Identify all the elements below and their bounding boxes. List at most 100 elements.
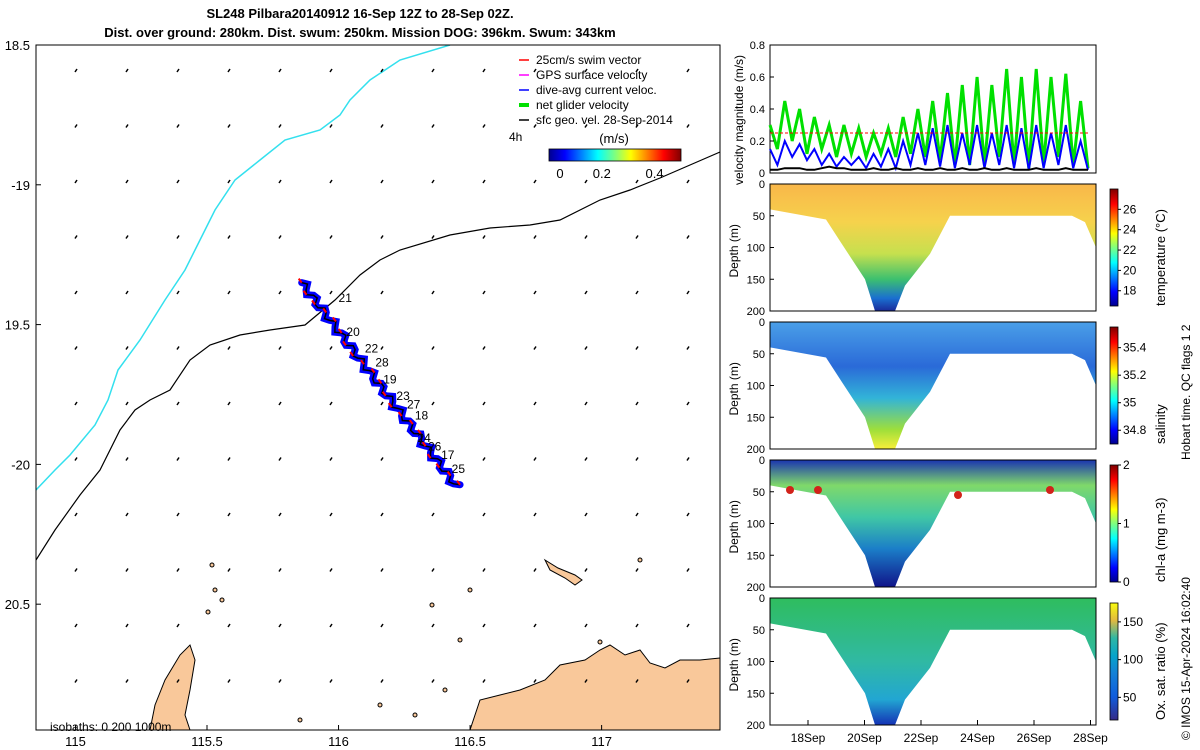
- current-arrow-132: [635, 68, 639, 73]
- current-arrow-52: [278, 290, 282, 295]
- current-arrow-73: [380, 124, 384, 128]
- section-oxygen-ytick-label-0: 0: [759, 593, 765, 605]
- current-arrow-96: [482, 68, 486, 73]
- current-arrow-130: [584, 623, 588, 628]
- colorbar-chl-a-tick-label-0: 0: [1123, 575, 1130, 589]
- chl-max-spot-2: [954, 491, 962, 499]
- chl-max-spot-3: [1046, 486, 1054, 494]
- current-arrow-63: [329, 235, 333, 239]
- current-arrow-133: [635, 124, 639, 128]
- current-arrow-90: [431, 401, 435, 406]
- section-fill-temperature: [770, 184, 1096, 311]
- section-temperature-ytick-label-3: 150: [747, 274, 765, 286]
- current-arrow-88: [431, 290, 435, 295]
- current-arrow-131: [584, 679, 588, 683]
- current-arrow-14: [125, 179, 129, 184]
- section-temperature-ylabel: Depth (m): [727, 224, 741, 277]
- swim-vector-9: [322, 307, 328, 314]
- current-arrow-70: [329, 623, 333, 628]
- section-chl-a-ytick-label-2: 100: [747, 519, 765, 531]
- legend-4h-label: 4h: [509, 130, 522, 144]
- current-arrow-12: [125, 68, 129, 73]
- current-arrow-15: [125, 235, 129, 239]
- swim-vector-33: [381, 391, 387, 397]
- section-salinity-ytick-label-2: 100: [747, 381, 765, 393]
- isobath-1000m: [36, 45, 451, 491]
- section-chl-a-ytick-label-0: 0: [759, 455, 765, 467]
- current-arrow-123: [584, 235, 588, 239]
- current-arrow-50: [278, 179, 282, 184]
- day-label-26: 26: [428, 439, 442, 453]
- current-arrow-65: [329, 346, 333, 350]
- current-arrow-17: [125, 346, 129, 350]
- current-arrow-144: [686, 68, 690, 73]
- current-arrow-146: [686, 179, 690, 184]
- swim-vector-24: [360, 359, 365, 365]
- current-arrow-148: [686, 290, 690, 295]
- current-arrow-109: [533, 124, 537, 128]
- current-arrow-77: [380, 346, 384, 350]
- current-arrow-89: [431, 346, 435, 350]
- current-arrow-56: [278, 512, 282, 517]
- barrow-island: [149, 644, 196, 730]
- isobath-200m: [36, 151, 720, 561]
- swim-vector-12: [332, 316, 337, 323]
- map-colorbar-tick-1: 0.2: [593, 166, 611, 181]
- current-arrow-20: [125, 512, 129, 517]
- section-salinity-ytick-label-1: 50: [753, 349, 765, 361]
- current-arrow-98: [482, 179, 486, 184]
- current-arrow-85: [431, 124, 435, 128]
- current-arrow-102: [482, 401, 486, 406]
- map-xtick-label-0: 115: [65, 734, 86, 749]
- qc-flags-label: Hobart time. QC flags 1 2: [1179, 324, 1193, 460]
- section-temperature-ytick-label-1: 50: [753, 211, 765, 223]
- chart-title-line1: SL248 Pilbara20140912 16-Sep 12Z to 28-S…: [206, 6, 514, 21]
- legend-label-0: 25cm/s swim vector: [536, 53, 641, 67]
- colorbar-chl-a: [1109, 464, 1119, 583]
- day-label-20: 20: [346, 325, 360, 339]
- swim-vector-30: [377, 378, 383, 384]
- current-arrow-18: [125, 401, 129, 406]
- current-arrow-140: [635, 512, 639, 517]
- section-oxygen-ylabel: Depth (m): [727, 638, 741, 691]
- mainland-land: [469, 644, 720, 730]
- island-5: [377, 702, 383, 708]
- current-arrow-142: [635, 623, 639, 628]
- current-arrow-67: [329, 457, 333, 461]
- colorbar-temperature-tick-label-3: 24: [1123, 223, 1137, 237]
- current-arrow-145: [686, 124, 690, 128]
- island-4: [297, 717, 303, 723]
- current-arrow-107: [482, 679, 486, 683]
- current-arrow-10: [74, 623, 78, 628]
- time-xtick-label-3: 24Sep: [960, 731, 995, 745]
- current-arrow-81: [380, 568, 384, 572]
- current-arrow-118: [533, 623, 537, 628]
- current-arrow-125: [584, 346, 588, 350]
- swim-vector-21: [349, 351, 354, 357]
- day-label-24: 24: [417, 431, 431, 445]
- current-arrow-147: [686, 235, 690, 239]
- colorbar-temperature-label: temperature (°C): [1153, 209, 1168, 306]
- current-arrow-100: [482, 290, 486, 295]
- day-label-17: 17: [441, 448, 455, 462]
- map-ytick-label-3: -20: [11, 457, 30, 472]
- island-east: [543, 558, 583, 586]
- colorbar-oxygen-label: Ox. sat. ratio (%): [1153, 622, 1168, 720]
- swim-vector-6: [311, 299, 316, 306]
- island-7: [442, 687, 448, 693]
- map-plot-area: [36, 45, 720, 730]
- velocity-ytick-label-2: 0.4: [750, 104, 765, 116]
- section-temperature-ytick-label-2: 100: [747, 243, 765, 255]
- current-arrow-138: [635, 401, 639, 406]
- current-arrow-4: [74, 290, 78, 295]
- current-arrow-74: [380, 179, 384, 184]
- time-xtick-label-2: 22Sep: [904, 731, 939, 745]
- legend-label-3: net glider velocity: [536, 98, 629, 112]
- day-label-27: 27: [407, 397, 421, 411]
- section-salinity-ylabel: Depth (m): [727, 362, 741, 415]
- swim-vector-48: [421, 441, 427, 447]
- current-arrow-13: [125, 124, 129, 128]
- current-arrow-3: [74, 235, 78, 239]
- velocity-series-2: [770, 165, 1088, 171]
- island-12: [467, 587, 473, 593]
